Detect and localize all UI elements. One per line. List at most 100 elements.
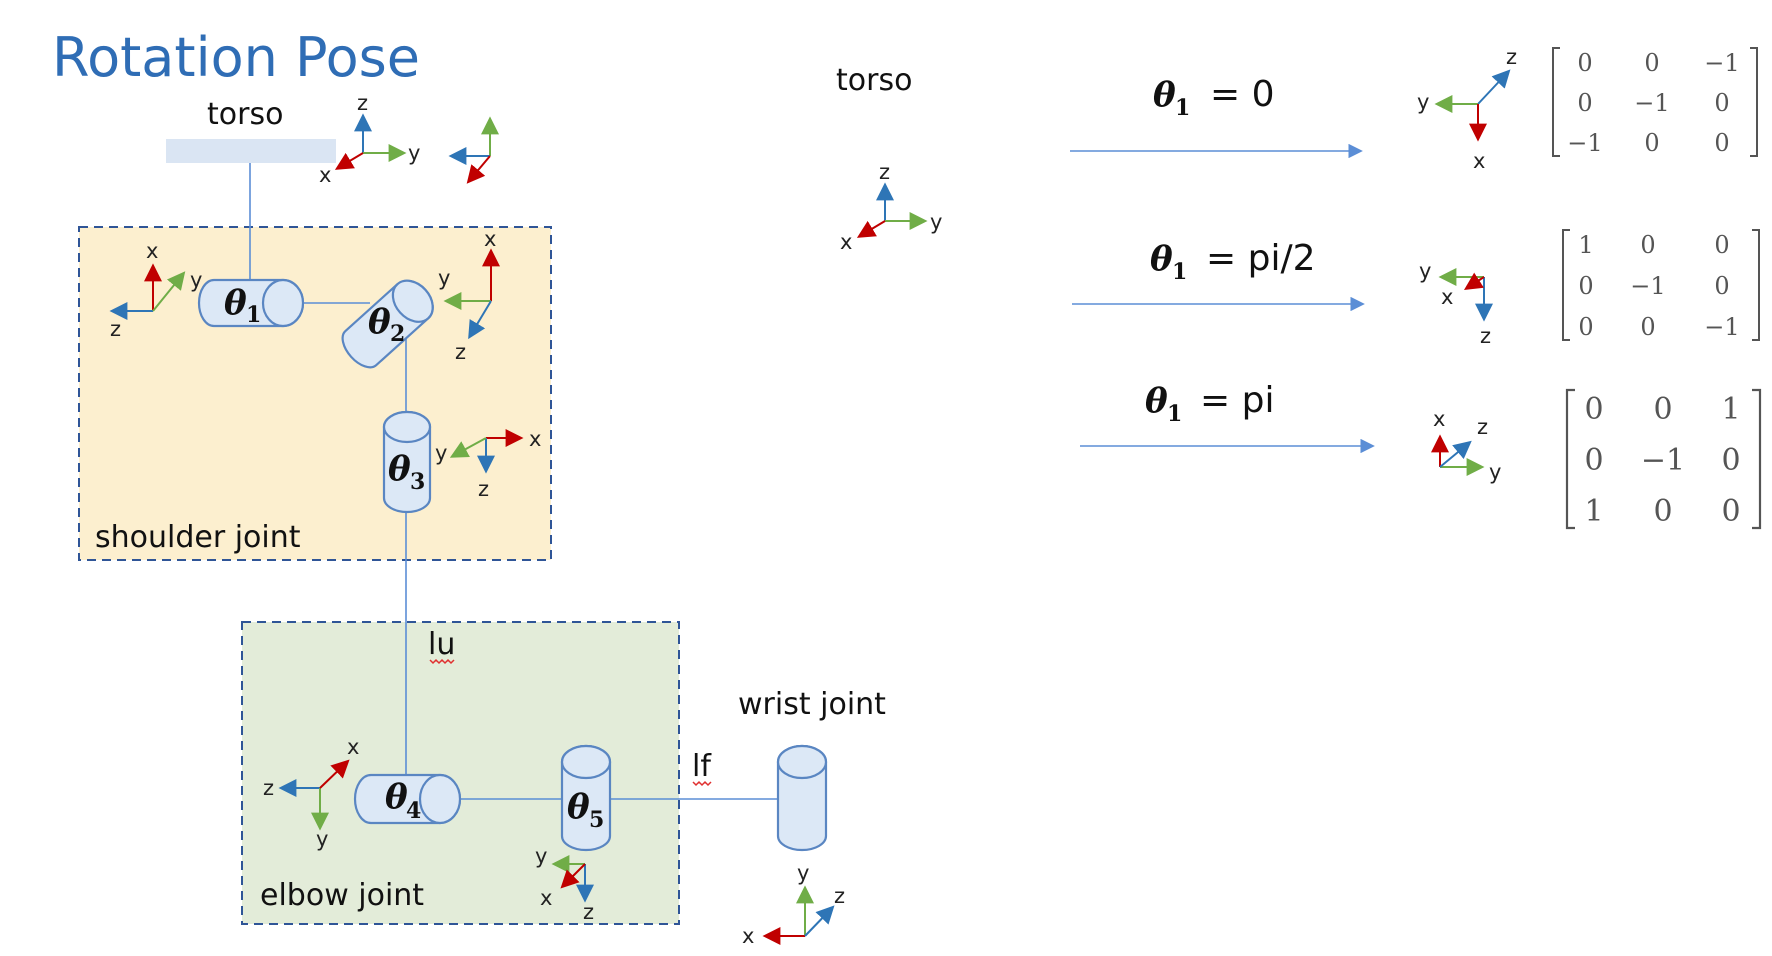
case-theta1-pi-half: θ 1 = pi/2 y x z 1 0 0 0 −1 0 0 0 −1: [1072, 229, 1760, 348]
elbow-joint-label: elbow joint: [260, 878, 424, 913]
shoulder-left-frame-x-label: x: [146, 239, 158, 263]
right-torso-frame-x-label: x: [840, 230, 852, 254]
shoulder-right-frame-axes: x y z: [438, 227, 500, 364]
case1-matrix-left-bracket: [1562, 229, 1570, 341]
case1-equation: = pi/2: [1206, 238, 1316, 279]
case2-frame-y-label: y: [1489, 460, 1501, 484]
case2-matrix-right-bracket: [1752, 388, 1762, 530]
case0-m21: 0: [1644, 129, 1659, 157]
case2-frame-axes: x z y: [1431, 407, 1501, 484]
joint-theta1-symbol: θ: [224, 283, 247, 323]
case0-m02: −1: [1704, 49, 1739, 77]
case2-theta-symbol: θ: [1145, 381, 1168, 421]
wrist-frame-axes: y x z: [742, 861, 845, 948]
case2-m22: 0: [1721, 494, 1740, 529]
joint-theta5-symbol: θ: [567, 787, 590, 827]
case0-m11: −1: [1634, 89, 1669, 117]
joint-theta5-subscript: 5: [589, 807, 604, 833]
case1-m20: 0: [1578, 313, 1593, 341]
right-torso-label: torso: [836, 63, 912, 98]
torso-frame-axes: z y x: [319, 91, 420, 187]
case2-frame-z-label: z: [1477, 415, 1488, 439]
wrist-frame-x-label: x: [742, 924, 754, 948]
case0-frame-y-label: y: [1417, 90, 1429, 114]
shoulder-joint-label: shoulder joint: [95, 520, 301, 555]
case2-m11: −1: [1641, 443, 1685, 478]
case0-matrix-right-bracket: [1750, 47, 1758, 157]
case0-m10: 0: [1577, 89, 1592, 117]
case2-m00: 0: [1584, 392, 1603, 427]
torso-bar: [166, 139, 336, 163]
case2-m02: 1: [1721, 392, 1740, 427]
joint-theta2-cylinder: [341, 279, 434, 369]
joint-theta3-cylinder: θ 3: [382, 410, 432, 514]
right-torso-frame-z-label: z: [879, 160, 890, 184]
case1-m00: 1: [1578, 231, 1593, 259]
theta3-frame-y-label: y: [435, 441, 447, 465]
case2-m21: 0: [1653, 494, 1672, 529]
case0-m12: 0: [1714, 89, 1729, 117]
case1-frame-y-label: y: [1419, 259, 1431, 283]
case0-frame-x-label: x: [1473, 149, 1485, 173]
right-torso-frame-y-label: y: [930, 210, 942, 234]
case2-theta-subscript: 1: [1167, 401, 1182, 427]
case0-m20: −1: [1567, 129, 1602, 157]
case2-m01: 0: [1653, 392, 1672, 427]
joint-theta4-symbol: θ: [385, 777, 408, 817]
forearm-length-label: lf: [692, 749, 712, 784]
theta3-frame-x-label: x: [529, 427, 541, 451]
elbow-left-frame-y-label: y: [316, 827, 328, 851]
joint-theta3-subscript: 3: [410, 469, 425, 495]
theta3-frame-axes: x y z: [435, 427, 541, 501]
case2-m10: 0: [1584, 443, 1603, 478]
case1-m01: 0: [1640, 231, 1655, 259]
case0-frame-axes: z y x: [1417, 45, 1517, 173]
theta3-frame-z-label: z: [478, 477, 489, 501]
case0-theta-symbol: θ: [1153, 75, 1176, 115]
case0-matrix-left-bracket: [1552, 47, 1560, 157]
case2-frame-x-label: x: [1433, 407, 1445, 431]
shoulder-right-frame-x-label: x: [484, 227, 496, 251]
torso-frame-z-label: z: [357, 91, 368, 115]
elbow-left-frame-z-label: z: [263, 776, 274, 800]
case0-m00: 0: [1577, 49, 1592, 77]
shoulder-left-frame-z-label: z: [110, 317, 121, 341]
wrist-joint-label: wrist joint: [738, 687, 886, 722]
case2-matrix-left-bracket: [1565, 388, 1575, 530]
joint-theta3-symbol: θ: [388, 449, 411, 489]
case1-matrix-right-bracket: [1752, 229, 1760, 341]
shoulder-right-frame-z-label: z: [455, 340, 466, 364]
case1-m12: 0: [1714, 272, 1729, 300]
case0-m22: 0: [1714, 129, 1729, 157]
case1-m10: 0: [1578, 272, 1593, 300]
case2-m12: 0: [1721, 443, 1740, 478]
case0-equation: = 0: [1210, 74, 1275, 115]
joint-theta2-subscript: 2: [390, 321, 405, 347]
wrist-frame-z-label: z: [834, 884, 845, 908]
case1-theta-symbol: θ: [1150, 239, 1173, 279]
page-title: Rotation Pose: [52, 26, 420, 89]
elbow-left-frame-x-label: x: [347, 735, 359, 759]
joint-theta4-cylinder: θ 4: [353, 773, 462, 825]
theta5-frame-z-label: z: [583, 900, 594, 924]
theta5-frame-y-label: y: [535, 844, 547, 868]
wrist-frame-y-label: y: [797, 861, 809, 885]
case2-equation: = pi: [1200, 380, 1274, 421]
shoulder-right-frame-y-label: y: [438, 266, 450, 290]
theta5-frame-axes: y x z: [535, 844, 594, 924]
lf-spellcheck-underline: [692, 780, 712, 787]
joint-theta4-subscript: 4: [406, 798, 421, 824]
case1-frame-x-label: x: [1441, 285, 1453, 309]
shoulder-left-frame-y-label: y: [190, 268, 202, 292]
case-theta1-pi: θ 1 = pi x z y 0 0 1 0 −1 0 1 0 0: [1080, 380, 1762, 530]
torso-label: torso: [207, 97, 283, 132]
torso-extra-frame-axes: [448, 116, 499, 184]
case1-theta-subscript: 1: [1172, 259, 1187, 285]
wrist-cylinder: [776, 744, 828, 852]
torso-frame-x-label: x: [319, 163, 331, 187]
case1-m02: 0: [1714, 231, 1729, 259]
shoulder-joint-box: [78, 226, 552, 561]
case1-frame-axes: y x z: [1419, 259, 1493, 348]
case1-frame-z-label: z: [1480, 324, 1491, 348]
